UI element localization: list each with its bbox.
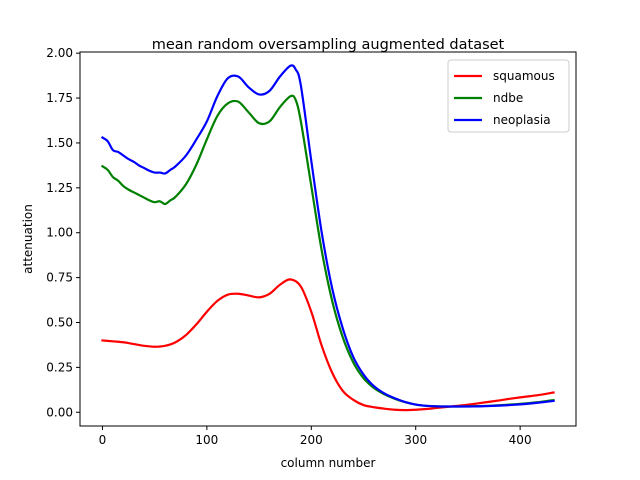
legend-items: squamous ndbe neoplasia (454, 69, 555, 127)
plot-frame (79, 51, 577, 427)
y-tick-label: 0.00 (46, 405, 73, 419)
y-tick-label: 1.50 (46, 136, 73, 150)
y-tick-label: 1.75 (46, 91, 73, 105)
x-tick-label: 0 (99, 433, 107, 447)
y-axis-label: attenuation (21, 204, 35, 274)
series-line-squamous (101, 278, 555, 412)
y-tick-label: 0.75 (46, 271, 73, 285)
legend-frame (447, 59, 570, 133)
y-tick-label: 1.00 (46, 226, 73, 240)
chart-title: mean random oversampling augmented datas… (152, 37, 505, 53)
plot-lines (100, 64, 555, 412)
legend-label-squamous: squamous (493, 69, 555, 83)
series-line-neoplasia (100, 64, 555, 408)
legend-label-neoplasia: neoplasia (493, 113, 551, 127)
y-tick-label: 2.00 (46, 46, 73, 60)
x-tick-label: 100 (195, 433, 218, 447)
x-axis-label: column number (281, 456, 376, 470)
legend: squamous ndbe neoplasia (447, 59, 570, 133)
x-tick-label: 200 (300, 433, 323, 447)
axis-ticks: 0 100 200 300 400 0.00 0.25 0.50 0.75 1.00 1.25 1.5… (46, 46, 531, 447)
x-tick-label: 400 (509, 433, 532, 447)
y-tick-label: 0.25 (46, 360, 73, 374)
y-tick-label: 1.25 (46, 181, 73, 195)
legend-label-ndbe: ndbe (493, 91, 523, 105)
x-tick-label: 300 (404, 433, 427, 447)
y-tick-label: 0.50 (46, 315, 73, 329)
